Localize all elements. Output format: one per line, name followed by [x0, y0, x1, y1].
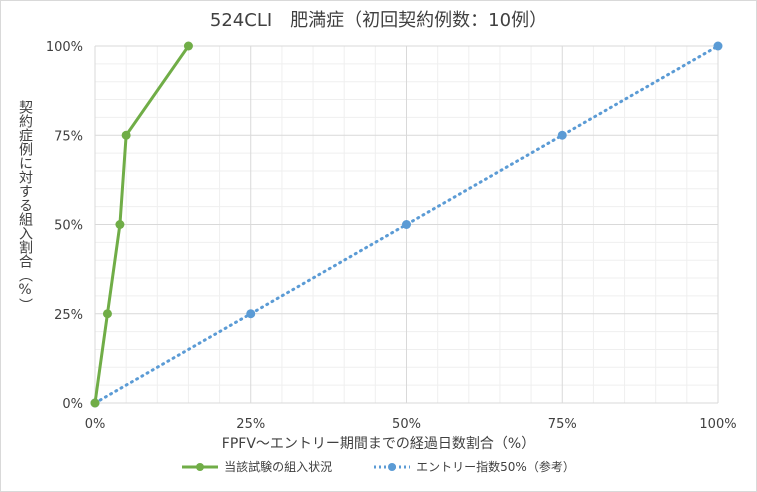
y-tick-label: 0%: [62, 397, 83, 412]
y-tick-label: 75%: [54, 129, 83, 144]
legend-swatch-actual: [182, 462, 219, 471]
data-point-reference: [246, 309, 256, 319]
data-point-actual: [115, 220, 125, 229]
x-tick-label: 0%: [85, 417, 106, 432]
x-tick-label: 50%: [392, 417, 421, 432]
legend-item-actual: 当該試験の組入状況: [182, 458, 332, 475]
y-axis-title: 契約症例に対する組入割合（%）: [17, 100, 33, 312]
data-point-actual: [90, 398, 100, 408]
legend-label-reference: エントリー指数50%（参考）: [416, 460, 575, 474]
data-point-reference: [402, 220, 411, 229]
x-tick-label: 75%: [548, 417, 577, 432]
legend: 当該試験の組入状況 エントリー指数50%（参考）: [0, 458, 757, 475]
legend-swatch-reference: [374, 462, 411, 471]
legend-item-reference: エントリー指数50%（参考）: [374, 458, 575, 475]
chart-title: 524CLI 肥満症（初回契約例数：10例）: [209, 10, 548, 31]
data-point-actual: [183, 41, 193, 51]
x-tick-label: 25%: [236, 417, 265, 432]
y-tick-label: 25%: [54, 308, 83, 323]
data-point-actual: [121, 130, 131, 140]
y-tick-label: 100%: [46, 40, 83, 55]
x-axis-title: FPFV～エントリー期間までの経過日数割合（%）: [221, 436, 536, 452]
data-point-actual: [102, 309, 112, 319]
legend-label-actual: 当該試験の組入状況: [224, 460, 333, 474]
data-point-reference: [713, 41, 723, 51]
data-point-reference: [557, 130, 567, 140]
x-tick-label: 100%: [699, 417, 736, 432]
y-tick-label: 50%: [54, 219, 83, 234]
